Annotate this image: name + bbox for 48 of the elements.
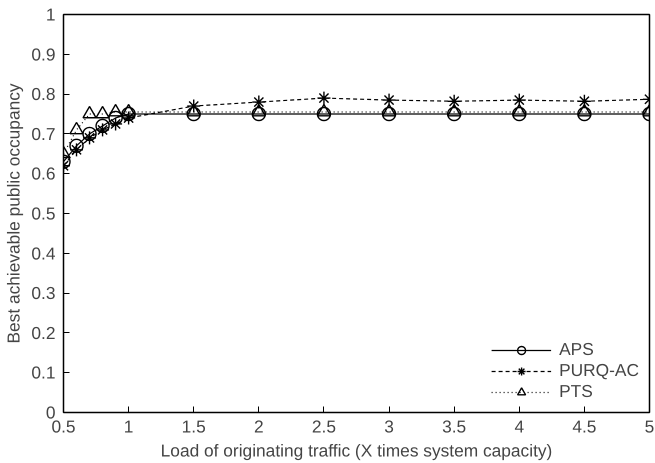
point	[252, 94, 266, 110]
point	[95, 118, 110, 134]
y-tick-label: 0.5	[31, 204, 56, 224]
x-tick-label: 4.5	[572, 416, 596, 436]
y-tick-label: 0.8	[31, 84, 56, 104]
x-tick-label: 3	[384, 416, 394, 436]
point	[186, 98, 201, 114]
y-tick-label: 0.9	[31, 44, 56, 64]
y-tick-label: 0.4	[31, 243, 56, 264]
legend-label: APS	[559, 339, 594, 360]
y-tick-label: 0.6	[31, 164, 56, 184]
y-tick-label: 0.1	[31, 362, 56, 383]
y-axis-title: Best achievable public occupancy	[3, 83, 24, 344]
x-tick-label: 4	[514, 416, 524, 436]
legend-label: PTS	[559, 381, 593, 402]
point	[446, 106, 462, 122]
point	[316, 90, 332, 106]
y-tick-label: 1	[46, 4, 56, 24]
point	[82, 126, 97, 142]
point	[108, 110, 123, 126]
point	[95, 122, 110, 138]
point	[577, 94, 592, 108]
point	[252, 106, 266, 122]
x-tick-label: 5	[644, 416, 654, 436]
point	[121, 106, 136, 122]
point	[382, 106, 396, 122]
x-tick-label: 1.5	[182, 416, 206, 436]
point	[512, 106, 526, 122]
point	[446, 94, 462, 108]
point	[108, 116, 123, 132]
point	[577, 106, 592, 122]
point	[186, 106, 201, 122]
y-tick-label: 0.2	[31, 322, 56, 343]
y-tick-label: 0.7	[31, 124, 56, 144]
point	[121, 110, 136, 126]
x-tick-label: 2	[254, 416, 264, 436]
point	[82, 130, 97, 146]
point	[316, 106, 332, 122]
legend-label: PURQ-AC	[559, 360, 639, 381]
x-tick-label: 3.5	[442, 416, 466, 436]
x-tick-label: 2.5	[312, 416, 336, 436]
y-tick-label: 0.3	[31, 283, 56, 304]
x-tick-label: 1	[124, 416, 134, 436]
point	[382, 92, 396, 108]
point	[69, 142, 84, 158]
x-axis-title: Load of originating traffic (X times system capacity)	[160, 440, 552, 460]
point	[512, 92, 526, 108]
point	[69, 138, 84, 154]
